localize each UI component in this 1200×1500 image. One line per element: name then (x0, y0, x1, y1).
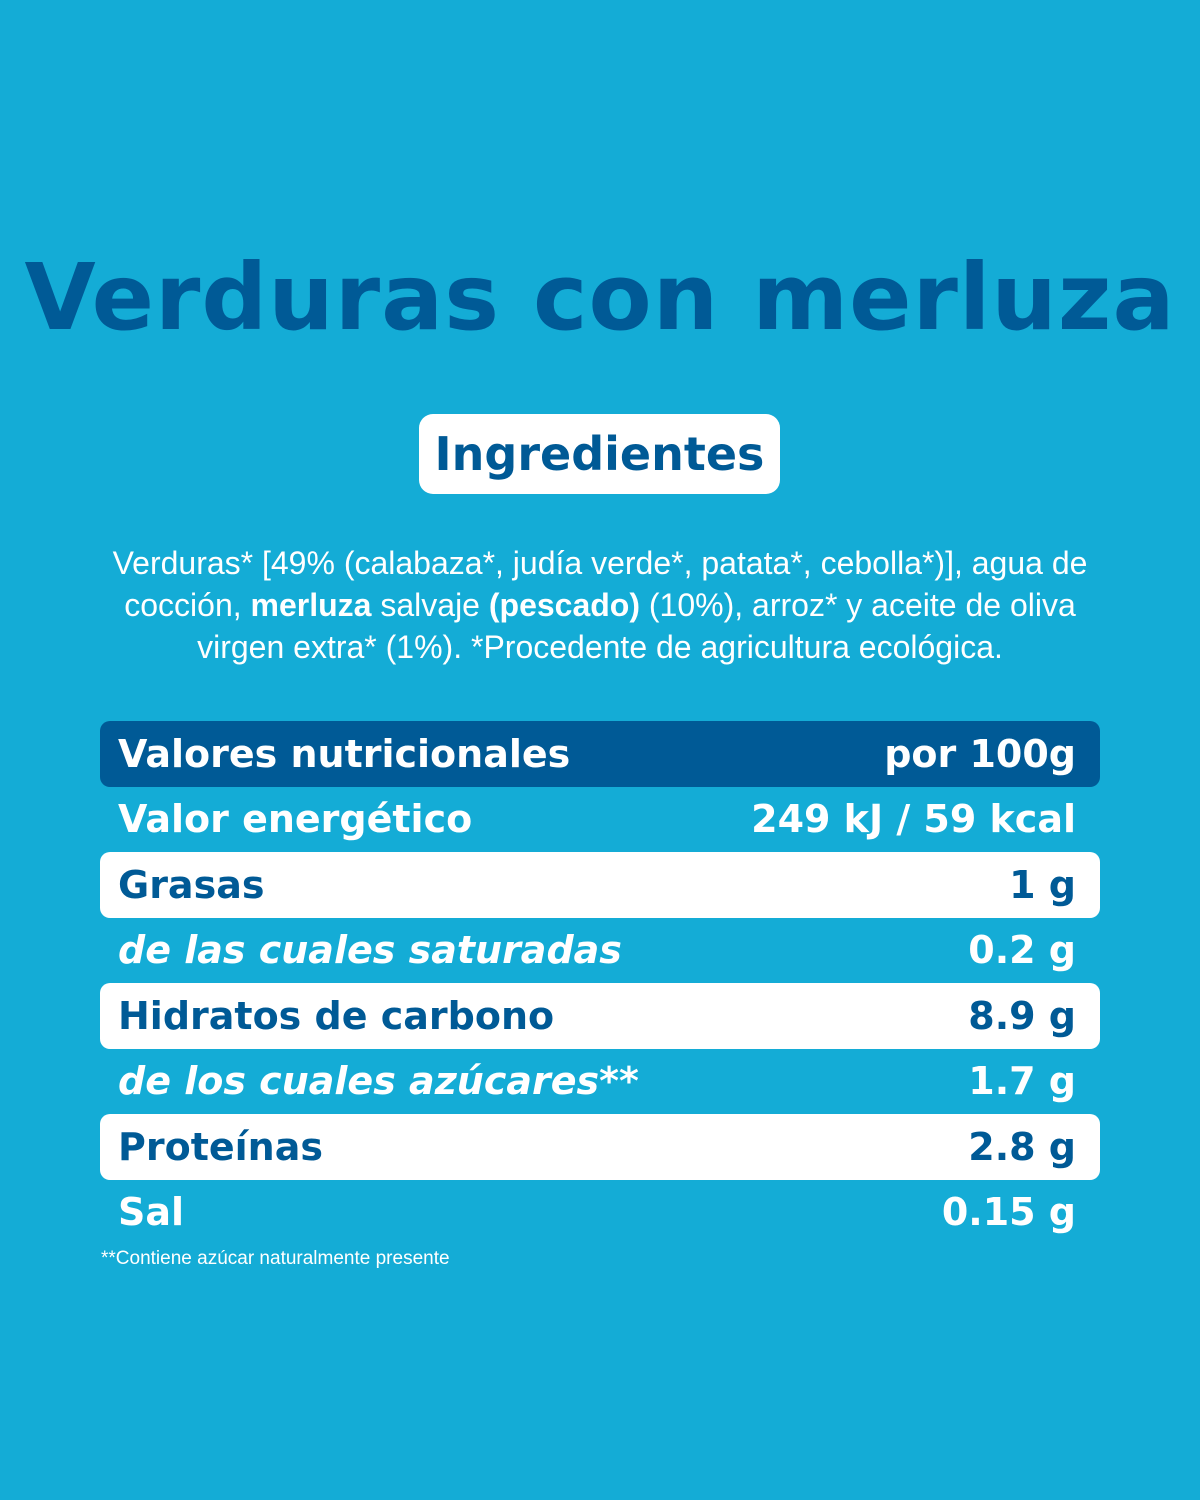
nutrition-value: 2.8 g (968, 1124, 1076, 1169)
ingredients-bold-pescado: (pescado) (488, 587, 640, 623)
nutrition-row-protein: Proteínas 2.8 g (100, 1114, 1100, 1180)
ingredients-text: Verduras* [49% (calabaza*, judía verde*,… (90, 542, 1110, 668)
nutrition-value: 0.15 g (941, 1190, 1076, 1235)
nutrition-value: 0.2 g (968, 928, 1076, 973)
nutrition-label: Proteínas (118, 1124, 323, 1169)
nutrition-label: Valor energético (118, 797, 473, 842)
nutrition-row-salt: Sal 0.15 g (100, 1180, 1100, 1246)
ingredients-part-2: salvaje (371, 587, 489, 623)
nutrition-value: 249 kJ / 59 kcal (751, 797, 1076, 842)
nutrition-row-carbs: Hidratos de carbono 8.9 g (100, 983, 1100, 1049)
nutrition-value: 1.7 g (968, 1059, 1076, 1104)
ingredients-bold-merluza: merluza (250, 587, 372, 623)
nutrition-row-fat: Grasas 1 g (100, 852, 1100, 918)
ingredients-part-3: (10%), arroz* y aceite de oliva virgen e… (197, 587, 1076, 665)
ingredients-badge: Ingredientes (419, 414, 780, 494)
nutrition-table: Valores nutricionales por 100g Valor ene… (100, 721, 1100, 1245)
nutrition-label: de los cuales azúcares** (118, 1059, 639, 1104)
nutrition-label: Sal (118, 1190, 185, 1235)
nutrition-label: Hidratos de carbono (118, 993, 555, 1038)
nutrition-label: de las cuales saturadas (118, 928, 622, 973)
nutrition-label: Grasas (118, 862, 265, 907)
product-title: Verduras con merluza (24, 244, 1176, 351)
nutrition-header-value: por 100g (884, 731, 1076, 776)
nutrition-value: 1 g (1009, 862, 1076, 907)
nutrition-row-saturated: de las cuales saturadas 0.2 g (100, 918, 1100, 984)
nutrition-header-label: Valores nutricionales (118, 731, 571, 776)
nutrition-header-row: Valores nutricionales por 100g (100, 721, 1100, 787)
sugar-footnote: **Contiene azúcar naturalmente presente (101, 1248, 450, 1269)
nutrition-value: 8.9 g (968, 993, 1076, 1038)
ingredients-part-1: Verduras* [49% (calabaza*, judía verde*,… (112, 545, 1088, 623)
nutrition-row-sugars: de los cuales azúcares** 1.7 g (100, 1049, 1100, 1115)
nutrition-row-energy: Valor energético 249 kJ / 59 kcal (100, 787, 1100, 853)
